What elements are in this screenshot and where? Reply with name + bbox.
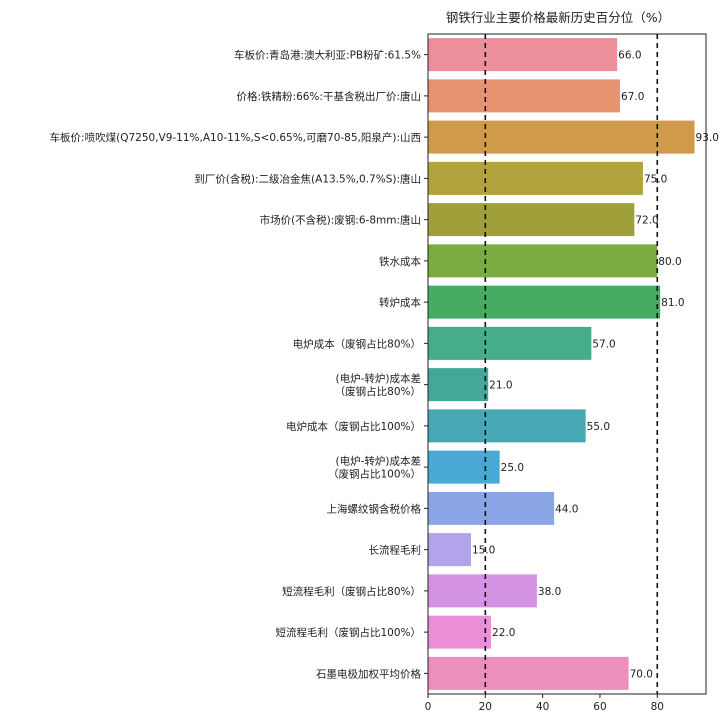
- bar-5: [428, 244, 658, 278]
- value-label-6: 81.0: [661, 297, 684, 309]
- category-label-13: 短流程毛利（废钢占比80%）: [282, 585, 421, 598]
- category-label-7: 电炉成本（废钢占比80%）: [293, 337, 421, 350]
- x-tick-label-0: 0: [425, 701, 432, 713]
- bar-2: [428, 120, 695, 154]
- plot-frame: [427, 33, 707, 695]
- value-label-12: 15.0: [472, 545, 495, 557]
- value-label-0: 66.0: [618, 50, 641, 62]
- bar-15: [428, 656, 629, 690]
- bar-12: [428, 533, 471, 567]
- value-label-9: 55.0: [587, 421, 610, 433]
- bar-4: [428, 203, 635, 237]
- bar-3: [428, 161, 643, 195]
- value-label-3: 75.0: [644, 173, 667, 185]
- value-label-11: 44.0: [555, 503, 578, 515]
- bar-7: [428, 326, 592, 360]
- value-label-5: 80.0: [658, 256, 681, 268]
- category-label-9: 电炉成本（废钢占比100%）: [286, 420, 421, 433]
- bar-8: [428, 368, 489, 402]
- bar-0: [428, 38, 618, 72]
- bar-6: [428, 285, 661, 319]
- category-label-8-line-1: （废钢占比80%）: [335, 385, 421, 398]
- plot-area: 66.0 67.0 93.0 75.0 72.0 80.0 81.0 57.0 21.0 55.0…: [50, 33, 719, 713]
- x-tick-label-60: 60: [593, 701, 606, 713]
- category-label-3: 到厂价(含税):二级冶金焦(A13.5%,0.7%S):唐山: [194, 172, 421, 185]
- category-label-12: 长流程毛利: [369, 544, 422, 557]
- category-label-8-line-0: (电炉-转炉)成本差: [336, 372, 421, 385]
- category-label-4: 市场价(不含税):废钢:6-8mm:唐山: [260, 214, 421, 227]
- category-label-11: 上海螺纹钢含税价格: [327, 502, 422, 515]
- value-label-14: 22.0: [492, 627, 515, 639]
- x-tick-label-20: 20: [479, 701, 492, 713]
- bar-1: [428, 79, 621, 113]
- value-label-2: 93.0: [696, 132, 719, 144]
- value-label-4: 72.0: [635, 215, 658, 227]
- value-label-13: 38.0: [538, 586, 561, 598]
- chart-title: 钢铁行业主要价格最新历史百分位（%）: [446, 10, 670, 25]
- category-label-2: 车板价:喷吹煤(Q7250,V9-11%,A10-11%,S<0.65%,可磨7…: [50, 131, 421, 144]
- category-label-5: 铁水成本: [379, 255, 421, 268]
- category-label-6: 转炉成本: [379, 296, 421, 309]
- category-label-15: 石墨电极加权平均价格: [316, 667, 421, 680]
- category-label-1: 价格:铁精粉:66%:干基含税出厂价:唐山: [237, 90, 422, 103]
- value-label-7: 57.0: [592, 338, 615, 350]
- value-label-15: 70.0: [630, 668, 653, 680]
- bar-11: [428, 491, 555, 525]
- value-label-1: 67.0: [621, 91, 644, 103]
- bar-10: [428, 450, 500, 484]
- bar-13: [428, 574, 537, 608]
- category-label-10-line-1: （废钢占比100%）: [328, 468, 421, 481]
- category-label-10-line-0: (电炉-转炉)成本差: [336, 455, 421, 468]
- bar-14: [428, 615, 492, 649]
- x-tick-label-80: 80: [651, 701, 664, 713]
- value-label-10: 25.0: [501, 462, 524, 474]
- x-tick-label-40: 40: [536, 701, 549, 713]
- bar-9: [428, 409, 586, 443]
- category-label-14: 短流程毛利（废钢占比100%）: [275, 626, 421, 639]
- category-label-0: 车板价:青岛港:澳大利亚:PB粉矿:61.5%: [234, 49, 421, 62]
- value-label-8: 21.0: [489, 380, 512, 392]
